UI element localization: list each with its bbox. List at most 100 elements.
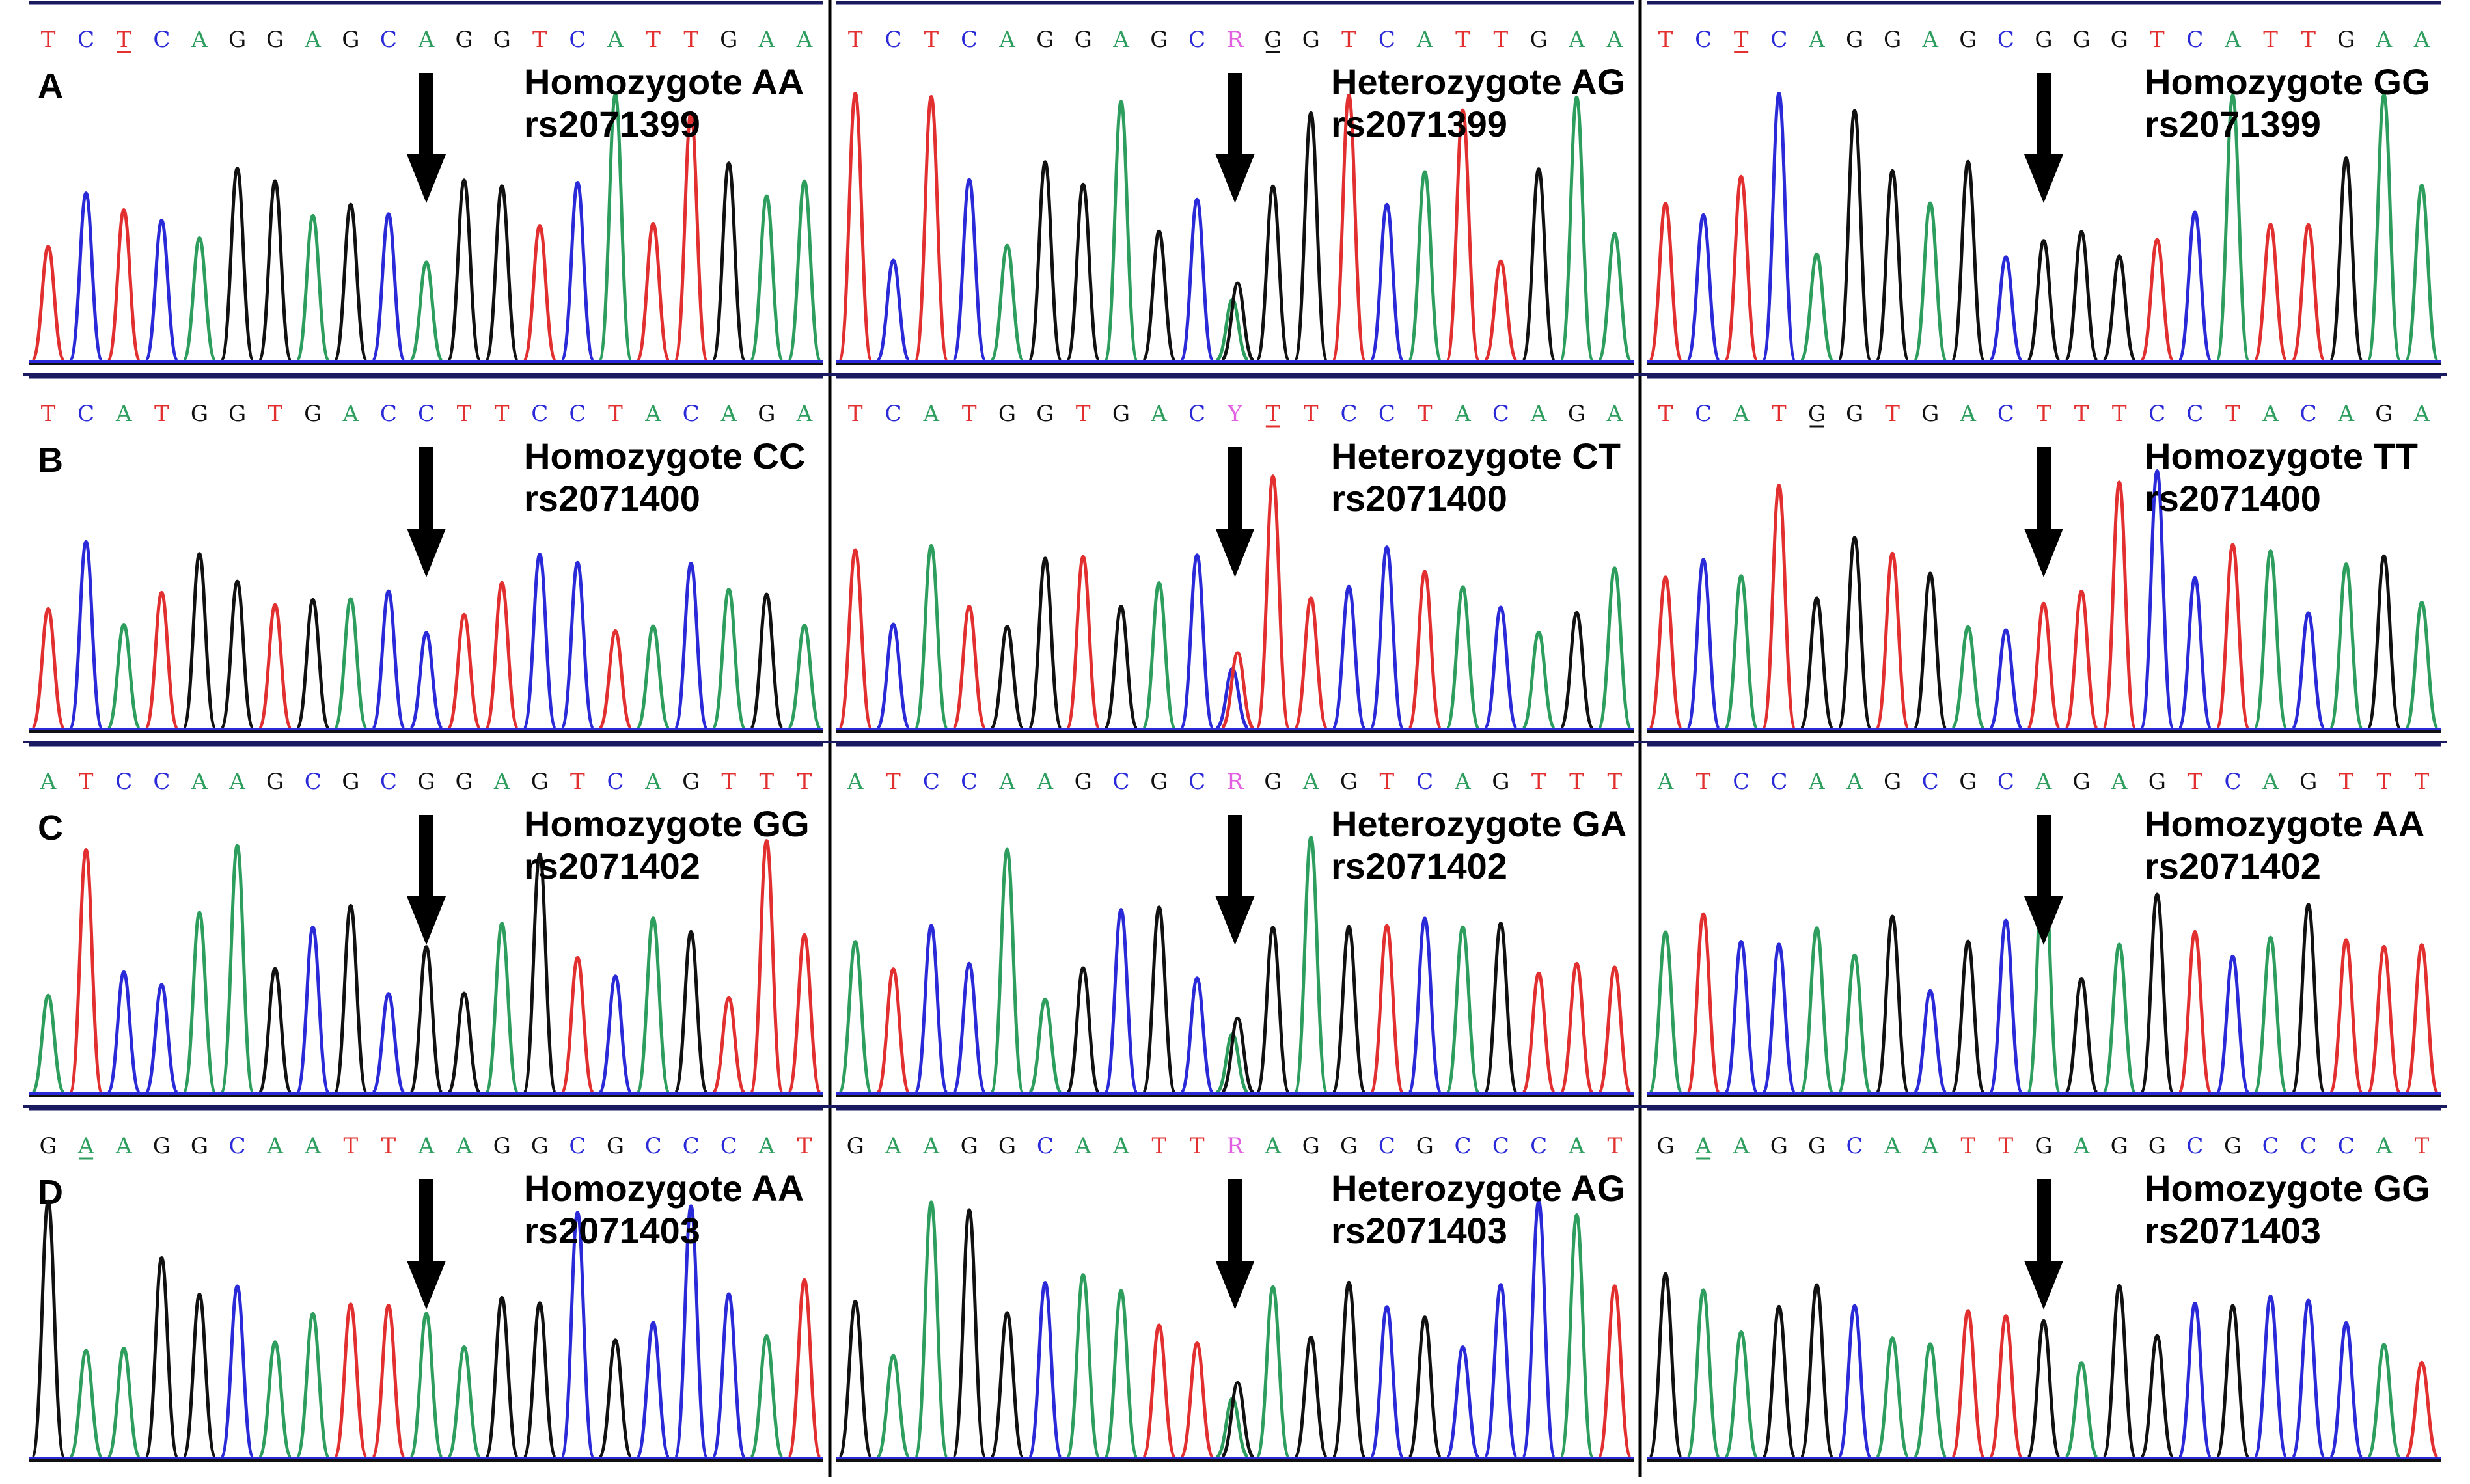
base-call-letter: A (1695, 1133, 1712, 1159)
base-call-letter: A (1112, 27, 1129, 53)
base-call-letter: G (1884, 27, 1901, 53)
trace-peaks (1648, 91, 2439, 362)
arrow-shaft (1228, 447, 1242, 532)
trace-peak (1723, 939, 1759, 1094)
trace-peak (1761, 484, 1797, 730)
trace-peak (31, 1199, 66, 1459)
base-call-letter: G (153, 1133, 171, 1159)
trace-peak (838, 940, 873, 1094)
base-call-letter: G (2337, 27, 2355, 53)
trace-peak (333, 202, 368, 362)
base-call-letter: A (1606, 27, 1623, 53)
base-call-letter: C (961, 27, 978, 53)
base-call-letter: C (2300, 401, 2317, 427)
snp-id-label: rs2071403 (2145, 1210, 2321, 1251)
trace-peak (838, 548, 873, 730)
trace-peak (1103, 1289, 1139, 1459)
base-call-letter: G (2224, 1133, 2242, 1159)
base-call-letter: T (343, 1133, 358, 1159)
trace-peak (1988, 628, 2024, 730)
arrow-head (407, 1261, 446, 1310)
arrow-shaft (2037, 1179, 2051, 1264)
arrow-head (407, 154, 446, 203)
trace-peak (1723, 574, 1759, 730)
base-call-letter: G (493, 1133, 511, 1159)
trace-peak (257, 179, 293, 362)
trace-peak (1065, 182, 1101, 362)
trace-peak (2064, 589, 2099, 730)
trace-peak (1179, 197, 1215, 362)
trace-peak (838, 1299, 873, 1459)
base-call-letter: T (2225, 401, 2240, 427)
base-call-letter: G (998, 401, 1016, 427)
base-call-letter: A (304, 1133, 321, 1159)
snp-arrow (1215, 1179, 1255, 1310)
trace-peak (1521, 971, 1557, 1094)
base-call-letter: A (418, 1133, 435, 1159)
trace-peak (1686, 558, 1721, 730)
trace-peak (1988, 918, 2024, 1094)
row-label: A (38, 66, 63, 105)
trace-peak (787, 1278, 822, 1459)
base-call-letter: A (758, 27, 775, 53)
base-call-letter: C (1454, 1133, 1471, 1159)
trace-peak (484, 1295, 520, 1459)
base-call-letter: T (1265, 401, 1280, 427)
trace-peak (371, 992, 406, 1094)
trace-peak (2215, 1304, 2251, 1459)
trace-peak (875, 1354, 911, 1459)
base-call-letter: G (607, 1133, 624, 1159)
trace-peaks (1648, 469, 2439, 730)
trace-baseline (836, 728, 1634, 733)
trace-peak (1686, 213, 1721, 362)
base-call-letter: A (304, 27, 321, 53)
snp-id-label: rs2071399 (524, 103, 700, 144)
base-call-letter: G (1075, 769, 1092, 795)
base-call-letter: Y (1227, 401, 1242, 427)
base-call-letter: G (456, 769, 473, 795)
base-call-letter: G (1340, 1133, 1358, 1159)
snp-id-label: rs2071399 (2145, 103, 2321, 144)
trace-peak (2064, 1361, 2099, 1459)
snp-arrow (1215, 73, 1255, 203)
arrow-shaft (419, 447, 433, 532)
trace-peak (673, 1204, 709, 1459)
trace-peak (2253, 1294, 2288, 1459)
trace-baseline (836, 1092, 1634, 1097)
trace-peak (1179, 1341, 1215, 1459)
trace-peak (1912, 989, 1948, 1094)
trace-peak (1407, 1315, 1443, 1459)
trace-peak (295, 213, 331, 362)
genotype-label: Homozygote TT (2145, 435, 2418, 476)
base-call-letter: A (1530, 401, 1547, 427)
trace-peak (1293, 111, 1329, 362)
trace-peak (560, 560, 596, 730)
base-call-letter: C (1695, 401, 1712, 427)
trace-peak (2215, 93, 2251, 362)
trace-peak (1686, 1288, 1721, 1459)
base-call-letter: T (1607, 769, 1622, 795)
trace-peak (68, 847, 104, 1094)
base-call-letter: A (1808, 27, 1825, 53)
trace-peak (749, 592, 784, 730)
trace-peak (635, 1321, 671, 1459)
base-call-letter: T (924, 27, 939, 53)
arrow-head (407, 529, 446, 577)
base-call-letter: C (229, 1133, 246, 1159)
trace-peak (1723, 174, 1759, 362)
trace-peak (989, 847, 1025, 1094)
trace-peak (952, 961, 987, 1094)
trace-peak (1799, 596, 1835, 730)
base-call-letter: C (1492, 1133, 1509, 1159)
base-call-letter: G (417, 769, 435, 795)
trace-peak (31, 245, 66, 362)
base-call-letter: G (266, 27, 284, 53)
base-call-letter: C (1997, 769, 2014, 795)
